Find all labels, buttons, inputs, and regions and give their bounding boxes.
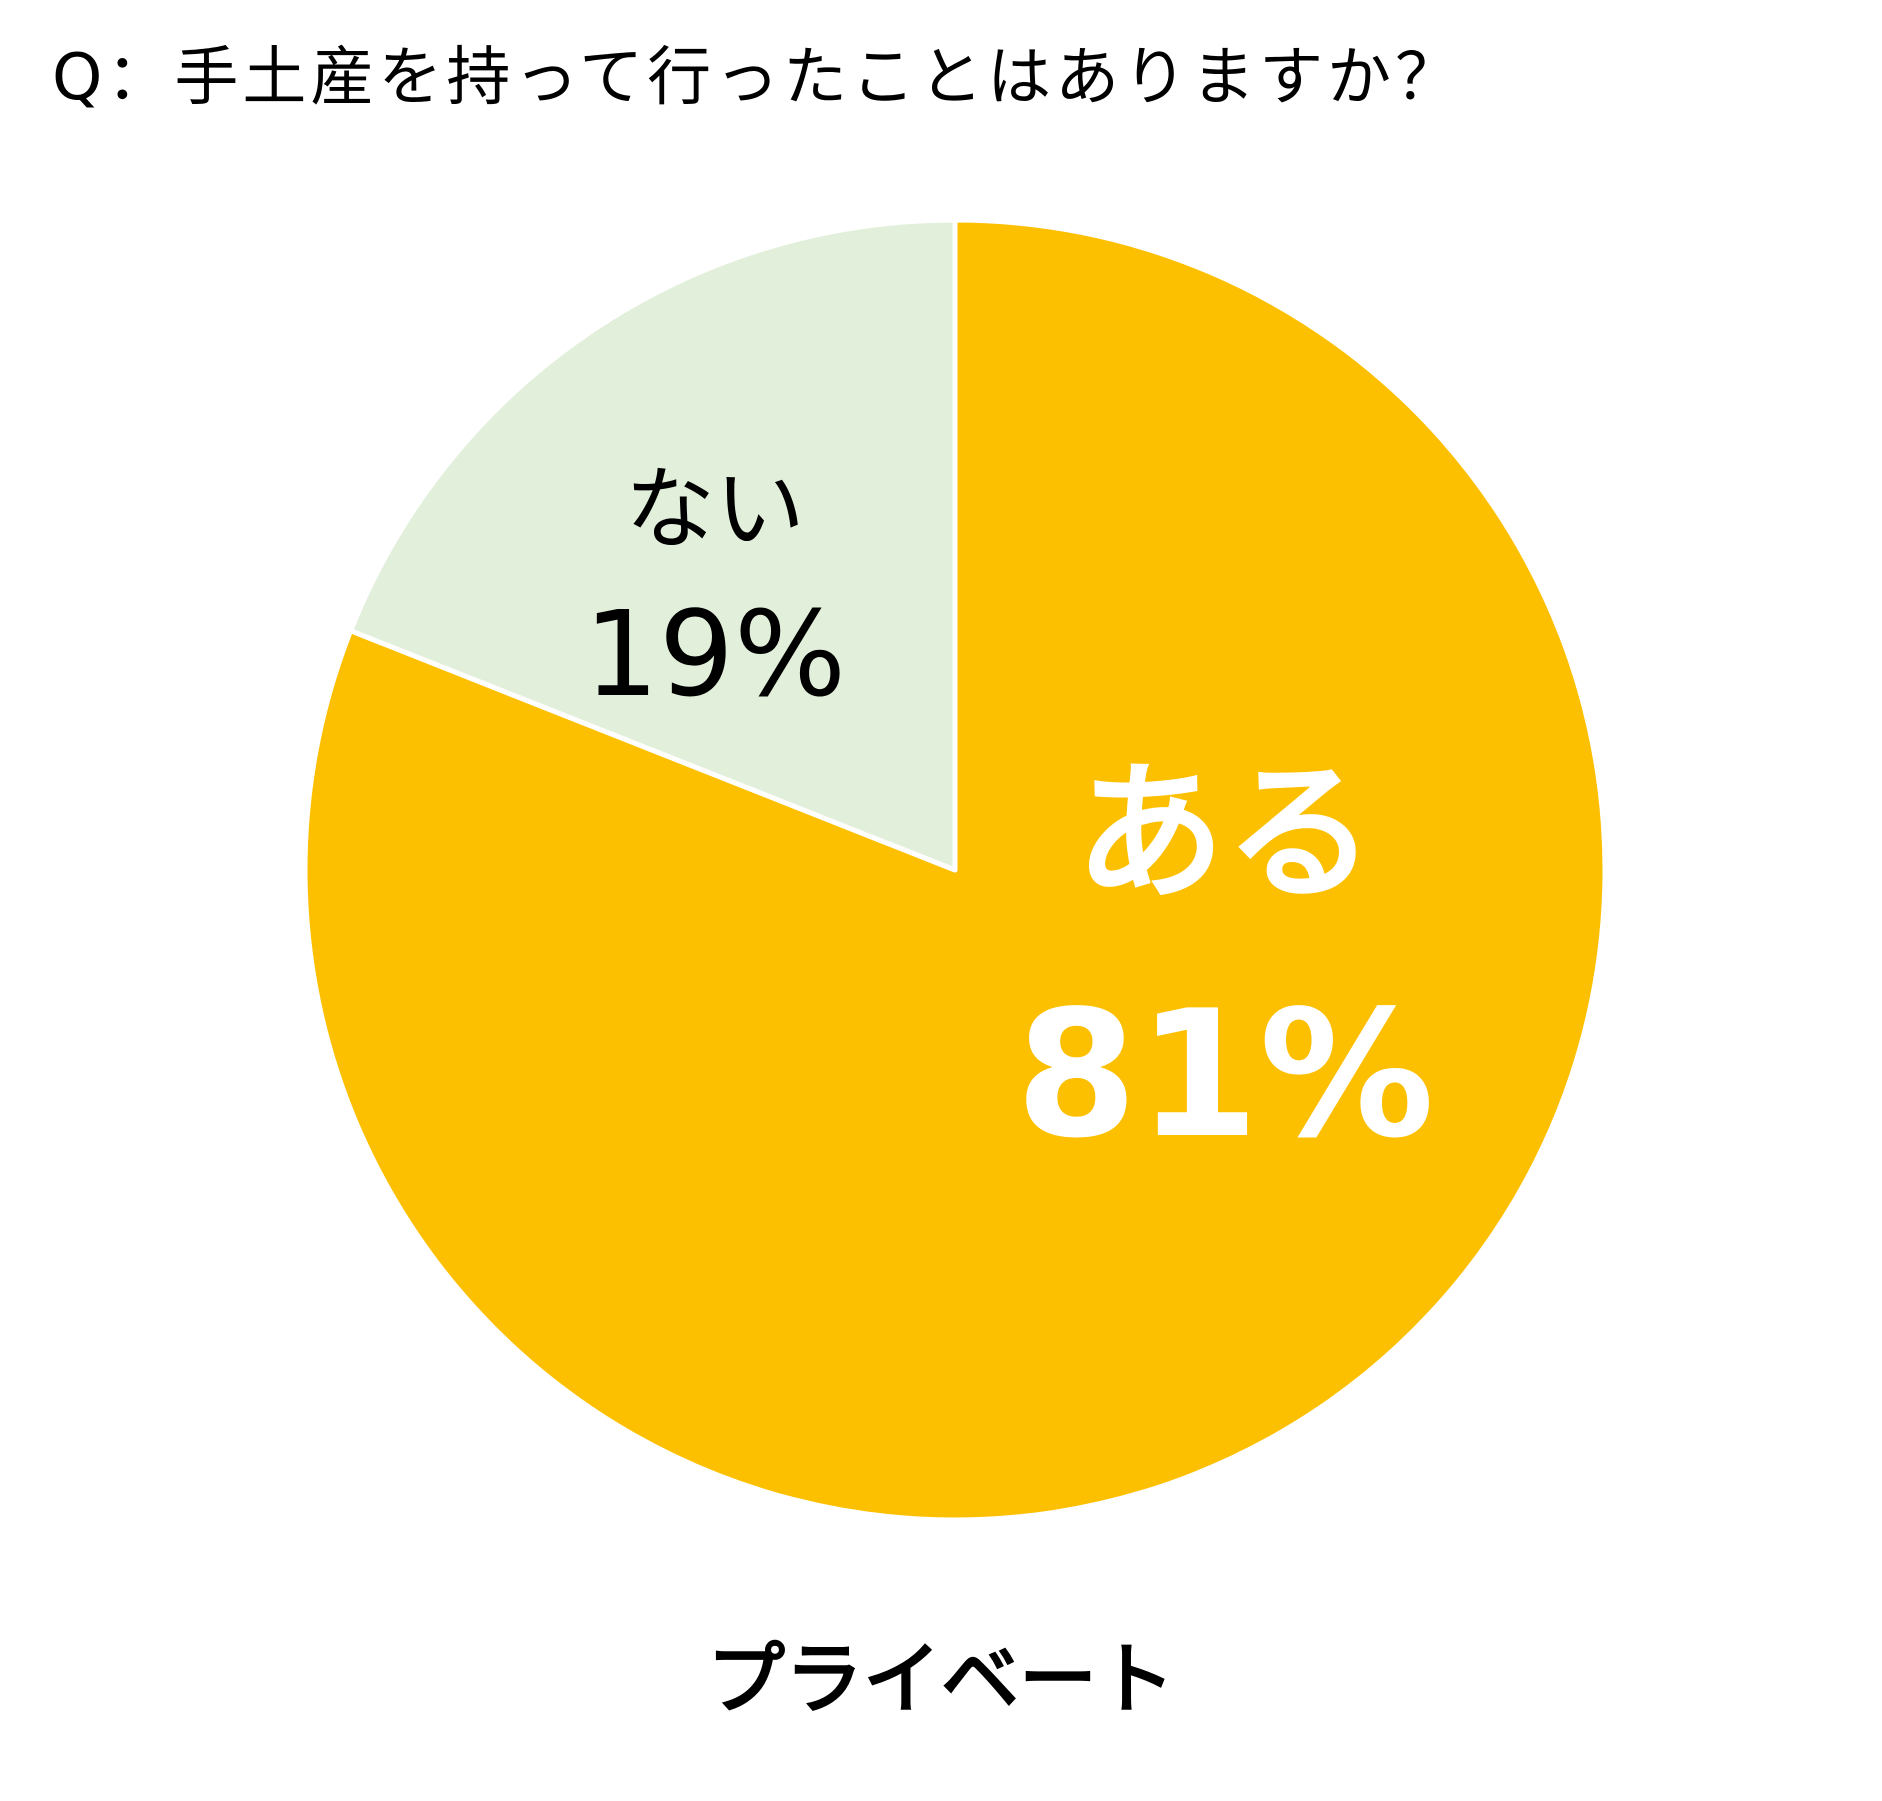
pie-slice-nai (348, 217, 958, 873)
pie-slices (302, 217, 1608, 1523)
chart-caption: プライベート (706, 1635, 1175, 1725)
pie-labels: ある 81% ない 19% (584, 457, 1435, 1177)
pie-slice-label-aru: ある (1075, 747, 1375, 921)
chart-question-title: Q：手土産を持って行ったことはありますか？ (52, 41, 1464, 115)
pie-slice-value-nai: 19% (584, 585, 846, 723)
pie-slice-label-nai: ない (625, 457, 805, 562)
pie-slice-value-aru: 81% (1016, 974, 1435, 1177)
